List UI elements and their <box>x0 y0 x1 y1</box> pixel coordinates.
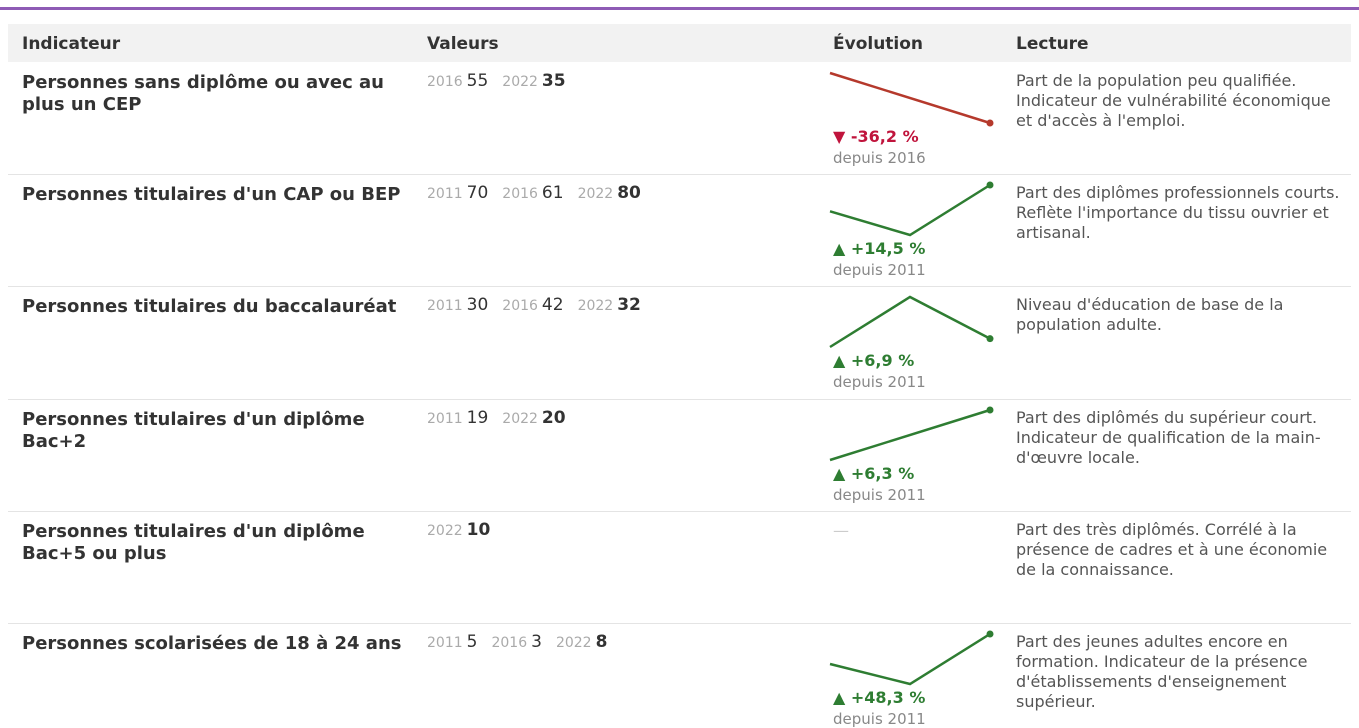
change: ▲ +14,5 % <box>833 239 926 259</box>
year: 2022 <box>502 74 538 90</box>
row-separator <box>8 174 1351 176</box>
sparkline-line <box>829 632 991 686</box>
row-separator <box>8 286 1351 288</box>
top-bar <box>0 7 1359 10</box>
sparkline-line <box>829 408 991 461</box>
year: 2011 <box>427 298 463 315</box>
year: 2022 <box>577 186 614 203</box>
table-header <box>8 24 1351 62</box>
indicator: Personnes titulaires d'un CAP ou BEP <box>22 184 401 206</box>
year: 2022 <box>427 522 463 539</box>
since: depuis 2011 <box>833 710 926 728</box>
sparkline-end <box>986 630 994 638</box>
sparkline-end <box>986 119 994 127</box>
values: 2011 5 2016 3 2022 8 <box>427 632 621 652</box>
value: 8 <box>595 632 608 652</box>
year: 2022 <box>577 298 614 315</box>
since: depuis 2011 <box>833 261 926 280</box>
value: 10 <box>466 519 491 540</box>
values: 2016 55 2022 35 <box>427 71 580 91</box>
sparkline-line <box>829 295 991 349</box>
sparkline <box>829 630 994 686</box>
reading: Part des diplômes professionnels courts.… <box>1016 183 1340 243</box>
value: 5 <box>466 632 478 652</box>
reading: Part des diplômés du supérieur court. In… <box>1016 407 1321 467</box>
change: — <box>833 520 849 540</box>
value: 61 <box>541 183 564 204</box>
sparkline <box>829 181 994 237</box>
value: 70 <box>466 183 489 204</box>
since: depuis 2016 <box>833 149 926 167</box>
sparkline <box>829 295 994 349</box>
values: 2011 30 2016 42 2022 32 <box>427 295 655 315</box>
sparkline <box>829 406 994 461</box>
year: 2011 <box>427 410 463 427</box>
column-header: Indicateur <box>22 34 121 54</box>
value: 55 <box>466 71 489 91</box>
since: depuis 2011 <box>833 485 926 504</box>
value: 30 <box>466 295 489 316</box>
sparkline-end <box>986 181 994 189</box>
change: ▼ -36,2 % <box>833 127 919 146</box>
value: 80 <box>617 183 641 204</box>
year: 2011 <box>427 186 463 203</box>
value: 32 <box>617 295 641 316</box>
row-separator <box>8 510 1351 512</box>
value: 3 <box>531 632 542 652</box>
values: 2022 10 <box>427 520 504 540</box>
change: ▲ +48,3 % <box>833 688 926 707</box>
values: 2011 19 2022 20 <box>427 408 580 428</box>
change: ▲ +6,3 % <box>833 463 915 483</box>
value: 35 <box>541 71 566 91</box>
year: 2022 <box>555 635 592 651</box>
year: 2016 <box>502 186 538 203</box>
sparkline-end <box>986 335 994 343</box>
indicator: Personnes titulaires du baccalauréat <box>22 296 397 318</box>
value: 42 <box>541 295 564 316</box>
year: 2016 <box>502 298 538 315</box>
page: (() => { const data = JSON.parse(documen… <box>0 7 1359 728</box>
value: 19 <box>466 407 489 428</box>
reading: Part des jeunes adultes encore en format… <box>1016 632 1308 711</box>
since: depuis 2011 <box>833 373 926 392</box>
sparkline-end <box>986 406 994 414</box>
column-header: Lecture <box>1016 34 1089 54</box>
row-separator <box>8 623 1351 624</box>
year: 2011 <box>427 635 463 651</box>
reading: Part de la population peu qualifiée. Ind… <box>1016 71 1331 130</box>
year: 2022 <box>502 410 538 427</box>
sparkline <box>829 71 994 127</box>
indicator: Personnes titulaires d'un diplôme Bac+2 <box>22 408 365 452</box>
reading: Niveau d'éducation de base de la populat… <box>1016 295 1284 335</box>
row-separator <box>8 398 1351 400</box>
column-header: Évolution <box>833 34 924 54</box>
year: 2016 <box>427 74 463 90</box>
change: ▲ +6,9 % <box>833 351 915 371</box>
reading: Part des très diplômés. Corrélé à la pré… <box>1016 519 1328 579</box>
sparkline-line <box>829 184 991 237</box>
indicator: Personnes sans diplôme ou avec au plus u… <box>22 72 384 115</box>
indicator: Personnes titulaires d'un diplôme Bac+5 … <box>22 520 365 564</box>
value: 20 <box>541 407 566 428</box>
sparkline-line <box>829 71 991 125</box>
year: 2016 <box>491 635 528 651</box>
values: 2011 70 2016 61 2022 80 <box>427 183 655 203</box>
column-header: Valeurs <box>427 34 499 54</box>
indicator: Personnes scolarisées de 18 à 24 ans <box>22 633 402 654</box>
